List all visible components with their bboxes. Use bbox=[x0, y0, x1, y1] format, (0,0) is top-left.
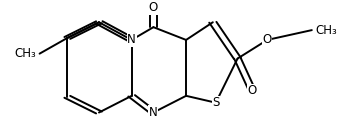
Text: N: N bbox=[149, 106, 158, 119]
Text: CH₃: CH₃ bbox=[14, 47, 36, 60]
Text: S: S bbox=[212, 96, 220, 109]
Text: N: N bbox=[127, 33, 136, 46]
Text: O: O bbox=[149, 1, 158, 14]
Text: O: O bbox=[263, 33, 272, 46]
Text: CH₃: CH₃ bbox=[315, 24, 337, 37]
Text: O: O bbox=[248, 84, 257, 97]
